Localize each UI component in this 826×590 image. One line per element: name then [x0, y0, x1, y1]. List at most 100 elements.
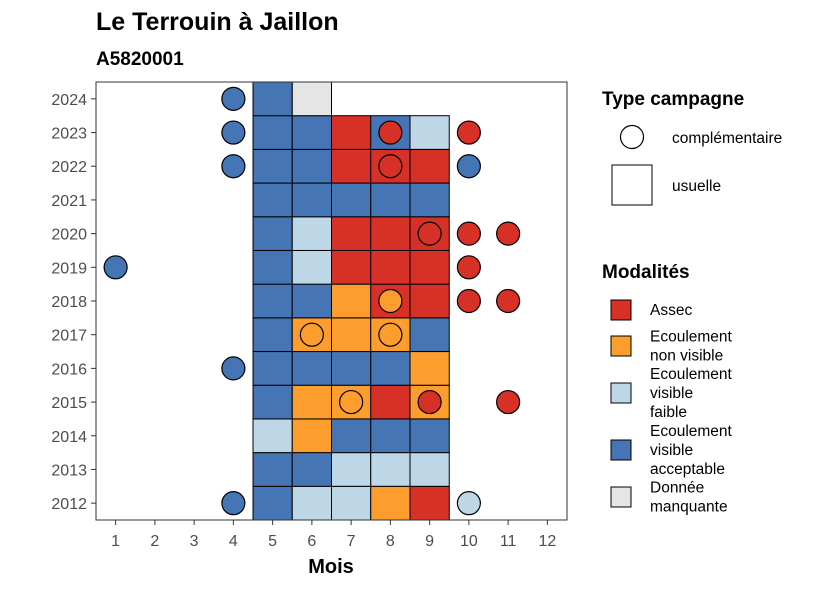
point-2024-4	[221, 86, 246, 111]
x-tick-label: 2	[150, 533, 159, 550]
tile-2016-7	[331, 351, 372, 386]
tile-2014-6	[291, 418, 332, 454]
point-2015-9	[417, 389, 442, 415]
legend-mod-label: Donnée manquante	[650, 480, 728, 516]
tile-2013-7	[331, 452, 372, 487]
x-axis-title: Mois	[308, 556, 354, 578]
tile-2013-5	[252, 452, 293, 487]
tile-2019-5	[252, 249, 293, 285]
tile-2013-6	[291, 452, 332, 487]
point-2018-11	[496, 288, 521, 314]
tile-2014-5	[252, 418, 293, 454]
point-2022-10	[456, 154, 481, 179]
tile-2015-5	[252, 384, 293, 420]
tile-2019-9	[409, 249, 450, 285]
x-tick-label: 1	[111, 533, 120, 550]
chart-subtitle: A5820001	[96, 49, 184, 70]
point-2019-1	[103, 255, 128, 280]
tile-2021-5	[252, 182, 293, 218]
x-tick-label: 3	[190, 533, 199, 550]
point-2016-4	[221, 356, 246, 381]
tile-2022-7	[331, 148, 372, 184]
y-tick-label: 2014	[51, 429, 87, 446]
tile-2017-5	[252, 317, 293, 353]
legend-square-key	[611, 164, 653, 206]
tile-2018-9	[409, 283, 450, 319]
plot-panel	[95, 81, 568, 521]
point-2015-7	[339, 389, 364, 415]
legend-swatch	[610, 439, 632, 461]
x-tick-label: 4	[229, 533, 238, 550]
y-tick-label: 2021	[51, 193, 87, 210]
tile-2012-7	[331, 485, 372, 521]
point-2017-6	[299, 322, 324, 347]
legend-type-campagne: Type campagne complémentaire usuelle	[602, 89, 782, 206]
tile-2021-6	[291, 182, 332, 218]
point-2015-11	[496, 389, 521, 415]
tile-2014-9	[409, 418, 450, 454]
x-tick-label: 10	[460, 533, 478, 550]
tile-2020-7	[331, 216, 372, 251]
tile-2017-9	[409, 317, 450, 353]
legend-mod-title: Modalités	[602, 262, 690, 283]
y-tick-label: 2013	[51, 462, 87, 479]
tile-2020-6	[291, 216, 332, 251]
tile-2016-6	[291, 351, 332, 386]
tile-2019-8	[370, 249, 411, 285]
point-2020-9	[417, 221, 442, 246]
legend-swatch	[610, 299, 632, 321]
tile-2020-5	[252, 216, 293, 251]
legend-swatch	[610, 382, 632, 404]
point-2023-4	[221, 120, 246, 145]
tile-2019-6	[291, 249, 332, 285]
point-2012-4	[221, 491, 246, 516]
tile-2013-9	[409, 452, 450, 487]
tile-2015-8	[370, 384, 411, 420]
tile-2013-8	[370, 452, 411, 487]
x-tick-label: 12	[538, 533, 556, 550]
point-2023-8	[378, 120, 403, 145]
x-tick-label: 6	[307, 533, 316, 550]
y-tick-label: 2015	[51, 395, 87, 412]
point-2018-10	[456, 288, 481, 314]
tile-2017-7	[331, 317, 372, 353]
point-2019-10	[456, 255, 481, 280]
tile-2016-9	[409, 351, 450, 386]
y-tick-label: 2023	[51, 126, 87, 143]
legend-mod-label: Ecoulement visible acceptable	[650, 423, 733, 478]
tile-2018-6	[291, 283, 332, 319]
legend-mod-label: Ecoulement visible faible	[650, 366, 733, 421]
point-2020-11	[496, 221, 521, 246]
point-2012-10	[456, 491, 481, 516]
y-tick-label: 2022	[51, 159, 87, 176]
x-tick-label: 8	[386, 533, 395, 550]
point-2017-8	[378, 322, 403, 347]
x-tick-label: 5	[268, 533, 277, 550]
point-2020-10	[456, 221, 481, 246]
tile-2019-7	[331, 249, 372, 285]
chart-title: Le Terrouin à Jaillon	[96, 8, 339, 36]
y-tick-label: 2017	[51, 328, 87, 345]
tile-2023-9	[409, 115, 450, 150]
tile-2021-7	[331, 182, 372, 218]
tile-2022-6	[291, 148, 332, 184]
y-tick-label: 2024	[51, 92, 87, 109]
point-2022-8	[378, 154, 403, 179]
tile-2018-7	[331, 283, 372, 319]
legend-circle-key	[619, 124, 645, 150]
tile-2023-6	[291, 115, 332, 150]
tile-2024-6	[291, 81, 332, 117]
tile-2012-9	[409, 485, 450, 521]
x-tick-label: 7	[347, 533, 356, 550]
tile-2012-5	[252, 485, 293, 521]
legend-type-label: usuelle	[672, 178, 721, 195]
tile-2016-8	[370, 351, 411, 386]
y-tick-label: 2020	[51, 227, 87, 244]
tile-2023-7	[331, 115, 372, 150]
legend-mod-label: Assec	[650, 302, 692, 319]
tile-2022-9	[409, 148, 450, 184]
tile-2016-5	[252, 351, 293, 386]
point-2022-4	[221, 154, 246, 179]
tile-2012-8	[370, 485, 411, 521]
